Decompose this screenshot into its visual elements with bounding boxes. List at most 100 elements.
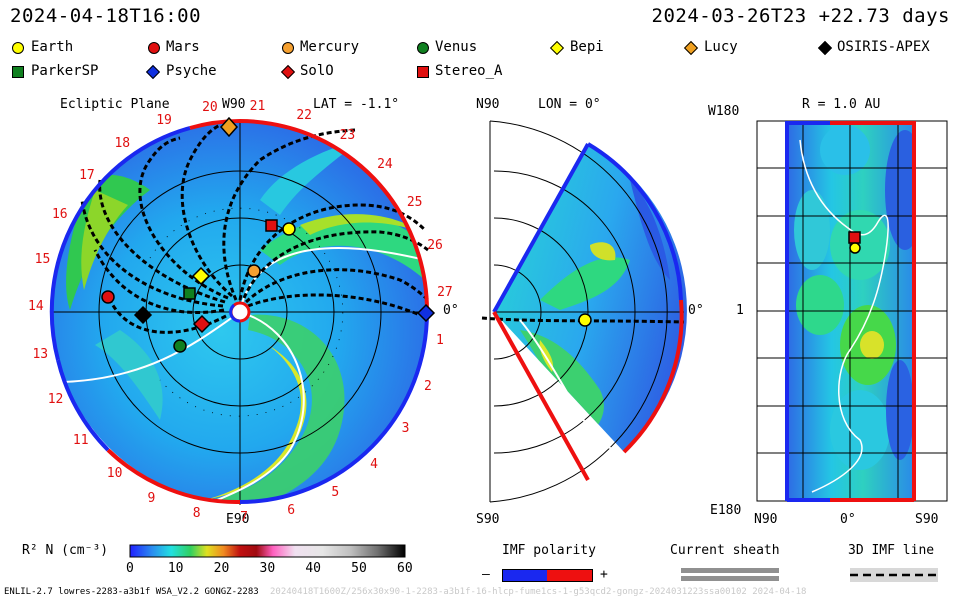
n90-label: N90 <box>476 97 500 112</box>
current-sheath-title: Current sheath <box>670 543 780 558</box>
s90-label: S90 <box>476 512 500 527</box>
carrington-label: 2 <box>423 378 432 394</box>
polarity-positive-swatch <box>547 569 593 582</box>
colorbar-tick-label: 50 <box>351 561 367 576</box>
stereo-a-marker-icon <box>417 66 429 78</box>
run-time-label: 2024-03-26T23 +22.73 days <box>651 5 950 27</box>
imf-polarity-title: IMF polarity <box>502 543 596 558</box>
carrington-label: 27 <box>437 284 453 300</box>
model-time-label: 2024-04-18T16:00 <box>10 5 202 27</box>
mercury-marker-icon <box>282 42 294 54</box>
e180-label: E180 <box>710 503 742 518</box>
run-id-footer: 20240418T1600Z/256x30x90-1-2283-a3b1f-16… <box>270 587 807 597</box>
longitude-label: LON = 0° <box>538 97 601 112</box>
carrington-label: 17 <box>79 167 95 183</box>
earth-position-icon <box>282 222 296 236</box>
meridional-plane-plot <box>481 120 687 503</box>
legend-stereo-a: Stereo_A <box>435 63 503 79</box>
carrington-label: 25 <box>406 194 423 210</box>
earth-marker-icon <box>12 42 24 54</box>
earth-meridional-position-icon <box>578 313 592 327</box>
parkersp-position-icon <box>183 287 196 300</box>
colorbar-tick-label: 60 <box>397 561 413 576</box>
venus-marker-icon <box>417 42 429 54</box>
map-zero-label: 0° <box>840 512 856 527</box>
meridional-zero-label: 0° <box>688 303 704 318</box>
venus-position-icon <box>173 339 187 353</box>
radius-label: R = 1.0 AU <box>802 97 881 112</box>
carrington-label: 26 <box>427 238 443 254</box>
carrington-label: 6 <box>287 502 296 518</box>
stereo-a-position-icon <box>265 219 278 232</box>
colorbar-tick-label: 20 <box>213 561 230 576</box>
density-colorbar <box>129 544 406 558</box>
carrington-label: 4 <box>370 457 378 473</box>
carrington-label: 24 <box>377 157 393 173</box>
colorbar-tick-label: 30 <box>259 561 276 576</box>
carrington-label: 22 <box>296 108 312 124</box>
earth-map-position-icon <box>849 242 861 254</box>
carrington-label: 11 <box>72 432 89 448</box>
solo-position-icon <box>192 314 212 334</box>
polarity-plus-label: + <box>600 567 608 582</box>
stereo-a-map-position-icon <box>848 231 861 244</box>
carrington-label: 10 <box>106 466 123 482</box>
imf-line-symbol <box>850 568 938 582</box>
bepi-position-icon <box>191 266 211 286</box>
carrington-label: 15 <box>34 251 51 267</box>
polarity-minus-label: – <box>482 567 490 582</box>
lucy-position-icon <box>219 116 239 138</box>
ecliptic-plane-title: Ecliptic Plane <box>60 97 170 112</box>
carrington-label: 21 <box>249 98 266 114</box>
parkersp-marker-icon <box>12 66 24 78</box>
carrington-label: 3 <box>401 421 410 437</box>
e90-label: E90 <box>226 512 250 527</box>
carrington-label: 19 <box>156 113 172 128</box>
w90-label: W90 <box>222 97 246 112</box>
mercury-position-icon <box>247 264 261 278</box>
carrington-label: 13 <box>32 346 49 362</box>
one-au-map-plot <box>756 120 948 502</box>
imf-line-title: 3D IMF line <box>848 543 935 558</box>
latitude-label: LAT = -1.1° <box>313 97 400 112</box>
psyche-position-icon <box>416 303 436 323</box>
carrington-label: 8 <box>192 505 201 521</box>
carrington-label: 18 <box>114 135 131 151</box>
legend-venus: Venus <box>435 39 478 55</box>
osiris-apex-position-icon <box>133 305 153 325</box>
map-n90-label: N90 <box>754 512 778 527</box>
legend-lucy: Lucy <box>704 39 738 55</box>
colorbar-tick-label: 0 <box>126 561 134 576</box>
w180-label: W180 <box>708 104 740 119</box>
legend-earth: Earth <box>31 39 74 55</box>
map-s90-label: S90 <box>915 512 939 527</box>
carrington-label: 7 <box>240 509 248 525</box>
legend-bepi: Bepi <box>570 39 604 55</box>
carrington-label: 5 <box>331 484 340 500</box>
carrington-label: 1 <box>436 332 444 348</box>
model-info-footer: ENLIL-2.7 lowres-2283-a3b1f WSA_V2.2 GON… <box>4 587 259 597</box>
carrington-label: 16 <box>51 207 68 223</box>
legend-osiris-apex: OSIRIS-APEX <box>837 39 930 55</box>
legend-mercury: Mercury <box>300 39 360 55</box>
carrington-label: 9 <box>147 491 156 507</box>
mars-marker-icon <box>148 42 160 54</box>
colorbar-title: R² N (cm⁻³) <box>22 543 109 558</box>
carrington-label: 20 <box>202 100 218 116</box>
ecliptic-plane-plot <box>49 116 436 506</box>
map-tick-1-label: 1 <box>736 303 744 318</box>
carrington-label: 12 <box>47 392 64 408</box>
carrington-label: 23 <box>339 128 356 144</box>
carrington-label: 14 <box>28 299 44 315</box>
legend-mars: Mars <box>166 39 200 55</box>
current-sheath-symbol <box>681 568 779 581</box>
legend-parkersp: ParkerSP <box>31 63 99 79</box>
mars-position-icon <box>101 290 115 304</box>
polarity-negative-swatch <box>502 569 548 582</box>
colorbar-tick-label: 40 <box>305 561 321 576</box>
legend-solo: SolO <box>300 63 334 79</box>
colorbar-tick-label: 10 <box>167 561 184 576</box>
ecliptic-zero-label: 0° <box>443 303 459 318</box>
legend-psyche: Psyche <box>166 63 217 79</box>
